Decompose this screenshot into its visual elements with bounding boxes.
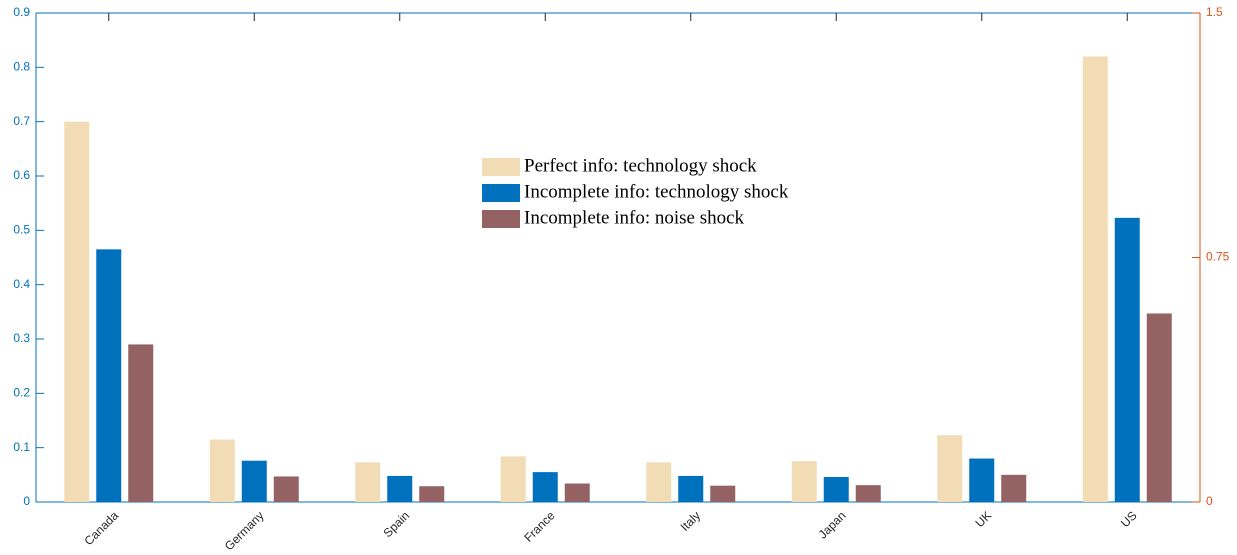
bar (273, 476, 299, 502)
y-tick-label: 0 (23, 494, 30, 508)
bar (241, 460, 267, 502)
y-tick-label: 0.1 (13, 440, 30, 454)
x-tick-label: France (521, 508, 558, 545)
bar (855, 485, 881, 502)
x-tick-label: UK (972, 508, 994, 530)
bar (1082, 56, 1108, 502)
bar (355, 462, 381, 502)
x-tick-label: Italy (678, 508, 703, 533)
bar (532, 472, 558, 502)
legend-label: Incomplete info: technology shock (524, 181, 789, 202)
legend-swatch (482, 210, 520, 228)
y-tick-label: 0.3 (13, 331, 30, 345)
bar (96, 249, 122, 502)
bar (1146, 313, 1172, 502)
bar (64, 121, 90, 503)
y2-tick-label: 0.75 (1206, 250, 1230, 264)
y-tick-label: 0.6 (13, 168, 30, 182)
x-tick-label: Japan (816, 508, 849, 541)
y-tick-label: 0.4 (13, 277, 30, 291)
bar (646, 462, 672, 502)
bar (937, 435, 963, 502)
y-tick-label: 0.9 (13, 5, 30, 19)
x-tick-label: Canada (81, 508, 121, 548)
bar (209, 439, 235, 502)
y-tick-label: 0.7 (13, 114, 30, 128)
legend-label: Perfect info: technology shock (524, 155, 757, 176)
y2-tick-label: 1.5 (1206, 5, 1223, 19)
bar (500, 456, 526, 502)
bar (564, 483, 590, 502)
bar (1114, 217, 1140, 502)
bar (387, 475, 413, 502)
y-tick-label: 0.8 (13, 60, 30, 74)
x-tick-label: Spain (381, 508, 413, 540)
legend-label: Incomplete info: noise shock (524, 207, 745, 228)
y-tick-label: 0.5 (13, 223, 30, 237)
bar (791, 461, 817, 502)
bar (1001, 474, 1027, 502)
bar (710, 485, 736, 502)
bar (969, 458, 995, 502)
bar (823, 477, 849, 502)
bar (128, 344, 154, 502)
bar (419, 486, 445, 502)
x-tick-label: Germany (222, 508, 267, 553)
legend-swatch (482, 184, 520, 202)
x-tick-label: US (1118, 508, 1140, 530)
y-tick-label: 0.2 (13, 386, 30, 400)
legend-swatch (482, 158, 520, 176)
y2-tick-label: 0 (1206, 494, 1213, 508)
bar (678, 475, 704, 502)
